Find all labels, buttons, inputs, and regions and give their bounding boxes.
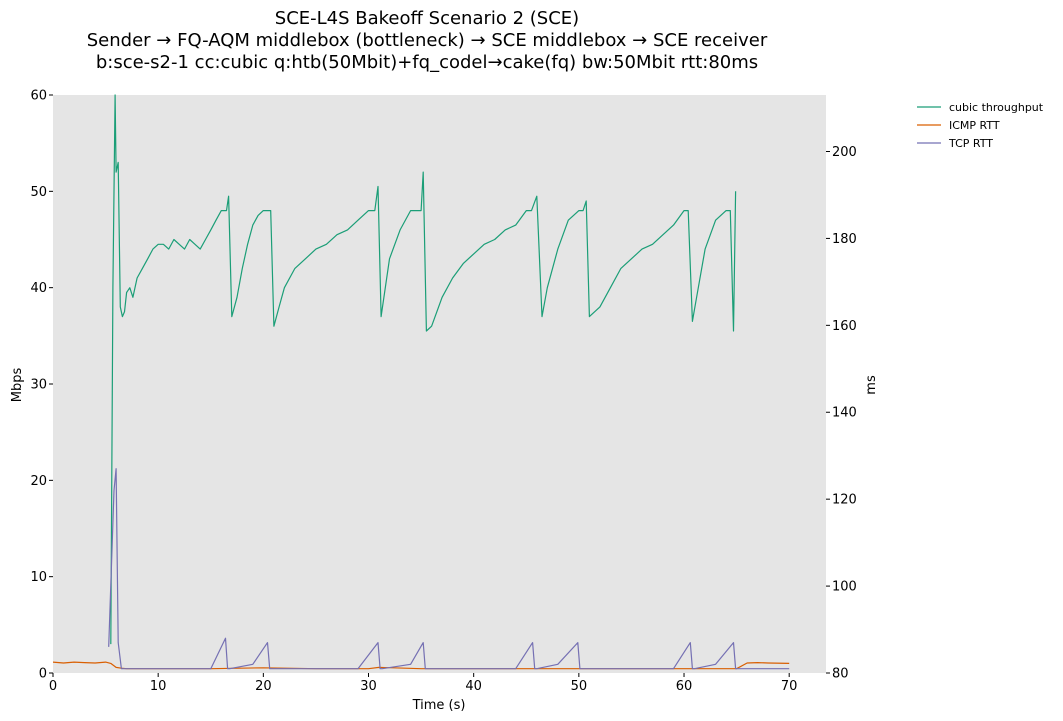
legend-label: cubic throughput <box>949 101 1044 114</box>
series-line-tcp-rtt <box>108 468 790 670</box>
x-tick-label: 20 <box>255 679 272 694</box>
y2-tick-label: 160 <box>832 319 857 334</box>
x-tick-label: 30 <box>360 679 377 694</box>
legend: cubic throughput ICMP RTT TCP RTT <box>917 101 1044 150</box>
series-group <box>52 94 790 670</box>
y-tick-label: 0 <box>39 667 47 682</box>
y-tick-label: 50 <box>30 185 47 200</box>
series-line-cubic-throughput <box>110 94 737 645</box>
chart-title-line-2: Sender → FQ-AQM middlebox (bottleneck) →… <box>87 30 768 51</box>
legend-label: TCP RTT <box>948 137 993 150</box>
chart-title-line-3: b:sce-s2-1 cc:cubic q:htb(50Mbit)+fq_cod… <box>96 52 758 73</box>
y-tick-label: 10 <box>30 570 47 585</box>
y2-tick-label: 140 <box>832 406 857 421</box>
plot-area <box>53 95 826 673</box>
x-tick-label: 60 <box>676 679 693 694</box>
legend-label: ICMP RTT <box>949 119 1000 132</box>
x-axis-label: Time (s) <box>412 698 466 713</box>
y-axis-ticks: 0 10 20 30 40 50 60 <box>30 89 53 682</box>
y-tick-label: 20 <box>30 474 47 489</box>
y2-tick-label: 80 <box>832 667 849 682</box>
y-tick-label: 30 <box>30 378 47 393</box>
x-tick-label: 10 <box>150 679 167 694</box>
chart-title-line-1: SCE-L4S Bakeoff Scenario 2 (SCE) <box>275 8 579 29</box>
x-tick-label: 70 <box>781 679 798 694</box>
y2-tick-label: 120 <box>832 493 857 508</box>
x-tick-label: 40 <box>465 679 482 694</box>
y2-axis-label: ms <box>864 375 879 395</box>
y-tick-label: 40 <box>30 281 47 296</box>
y-tick-label: 60 <box>30 89 47 104</box>
y2-tick-label: 200 <box>832 145 857 160</box>
x-axis-ticks: 0 10 20 30 40 50 60 70 <box>49 673 798 694</box>
x-tick-label: 0 <box>49 679 57 694</box>
y2-tick-label: 100 <box>832 580 857 595</box>
y2-axis-ticks: 80 100 120 140 160 180 200 <box>826 145 857 682</box>
x-tick-label: 50 <box>571 679 588 694</box>
y2-tick-label: 180 <box>832 232 857 247</box>
y-axis-label: Mbps <box>10 368 25 403</box>
